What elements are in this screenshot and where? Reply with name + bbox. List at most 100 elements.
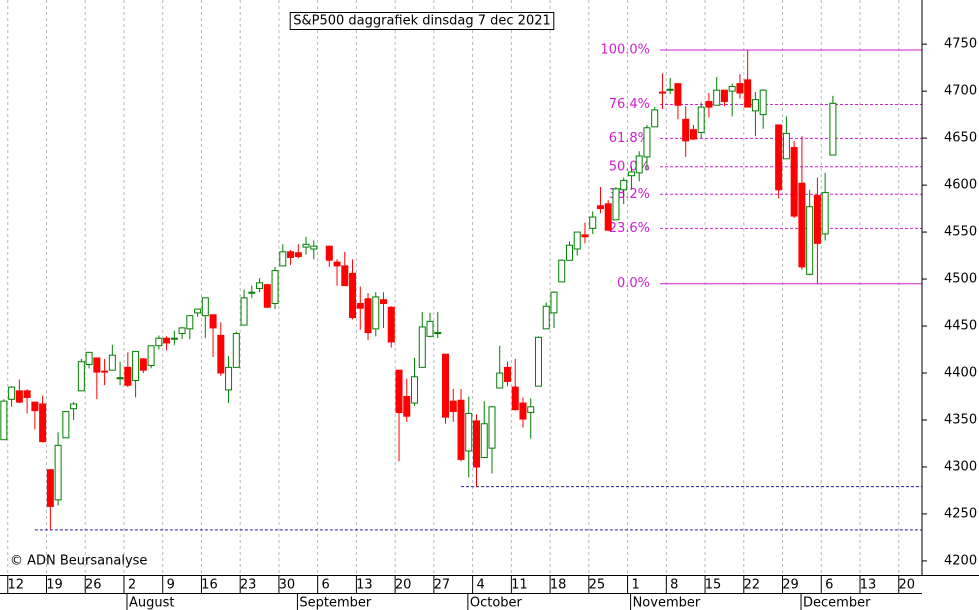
y-tick-label: 4500 — [944, 272, 977, 287]
candle-body — [364, 298, 372, 334]
candle-body — [147, 345, 155, 366]
candles — [0, 49, 837, 530]
fib-label: 0.0% — [617, 276, 650, 291]
x-tick-label: 1 — [631, 578, 639, 593]
candle-body — [310, 245, 318, 250]
candle-body — [527, 406, 535, 413]
candle-body — [225, 366, 233, 391]
x-tick-label: 20 — [898, 578, 915, 593]
candle-body — [542, 305, 550, 330]
candle-body — [232, 333, 240, 368]
candle-body — [829, 102, 837, 156]
y-tick-label: 4450 — [944, 319, 977, 334]
candle-body — [70, 403, 78, 410]
candle-body — [163, 337, 171, 344]
candle-body — [465, 412, 473, 452]
candle-body — [736, 83, 744, 94]
candle-body — [170, 337, 178, 340]
candle-body — [380, 299, 388, 304]
candle-body — [411, 376, 419, 404]
candle-body — [333, 261, 341, 267]
fib-label: 61.8% — [609, 131, 650, 146]
x-tick-label: 27 — [434, 578, 451, 593]
y-tick-label: 4250 — [944, 506, 977, 521]
candle-body — [581, 234, 589, 238]
candle-body — [263, 284, 271, 308]
candle-body — [573, 231, 581, 250]
x-tick-label: 30 — [279, 578, 296, 593]
candle-body — [271, 270, 279, 304]
x-tick-label: 6 — [825, 578, 833, 593]
x-tick-label: 2 — [128, 578, 136, 593]
candle-body — [124, 366, 132, 386]
candle-body — [790, 147, 798, 217]
candle-body — [558, 259, 566, 283]
candle-body — [395, 369, 403, 413]
candle-body — [713, 89, 721, 106]
candle-body — [387, 306, 395, 343]
x-tick-label: 9 — [167, 578, 175, 593]
candle-body — [596, 205, 604, 210]
candle-body — [705, 100, 713, 108]
candle-body — [85, 351, 93, 366]
candle-body — [449, 400, 457, 413]
y-tick-label: 4600 — [944, 178, 977, 193]
month-label: August — [129, 596, 175, 610]
candle-body — [751, 99, 759, 112]
x-tick-label: 26 — [85, 578, 102, 593]
fib-label: 23.6% — [609, 221, 650, 236]
candle-body — [720, 89, 728, 102]
x-tick-label: 12 — [7, 578, 24, 593]
x-tick-label: 15 — [705, 578, 722, 593]
y-tick-label: 4400 — [944, 365, 977, 380]
candle-body — [798, 182, 806, 268]
fib-label: 100.0% — [600, 42, 650, 57]
month-label: October — [470, 596, 523, 610]
x-tick-label: 19 — [46, 578, 63, 593]
candle-body — [325, 245, 333, 261]
x-tick-label: 23 — [240, 578, 257, 593]
x-tick-label: 18 — [550, 578, 567, 593]
candle-body — [341, 265, 349, 287]
candle-body — [77, 361, 85, 392]
candle-body — [674, 83, 682, 106]
y-tick-label: 4750 — [944, 37, 977, 52]
y-tick-label: 4700 — [944, 84, 977, 99]
x-tick-label: 8 — [670, 578, 678, 593]
candle-body — [403, 395, 411, 417]
candle-body — [101, 370, 109, 373]
candle-body — [279, 251, 287, 267]
candle-body — [39, 403, 47, 443]
candle-body — [744, 79, 752, 108]
candle-body — [534, 336, 542, 387]
candle-body — [813, 194, 821, 244]
candle-body — [775, 124, 783, 191]
candle-body — [565, 244, 573, 261]
candle-body — [302, 243, 310, 248]
candle-body — [116, 377, 124, 380]
candle-body — [426, 320, 434, 337]
x-tick-label: 6 — [322, 578, 330, 593]
candle-body — [480, 423, 488, 459]
candle-body — [287, 251, 295, 258]
candle-body — [821, 192, 829, 235]
candle-body — [697, 106, 705, 133]
candle-body — [372, 296, 380, 330]
candle-body — [682, 118, 690, 142]
y-tick-label: 4550 — [944, 225, 977, 240]
candle-body — [418, 326, 426, 368]
x-tick-label: 11 — [511, 578, 528, 593]
candle-body — [178, 327, 186, 335]
candle-body — [0, 400, 8, 441]
y-tick-label: 4350 — [944, 412, 977, 427]
candle-body — [472, 420, 480, 468]
x-tick-label: 20 — [395, 578, 412, 593]
candle-body — [457, 399, 465, 460]
y-tick-label: 4300 — [944, 459, 977, 474]
candle-body — [62, 411, 70, 439]
x-tick-label: 25 — [589, 578, 606, 593]
